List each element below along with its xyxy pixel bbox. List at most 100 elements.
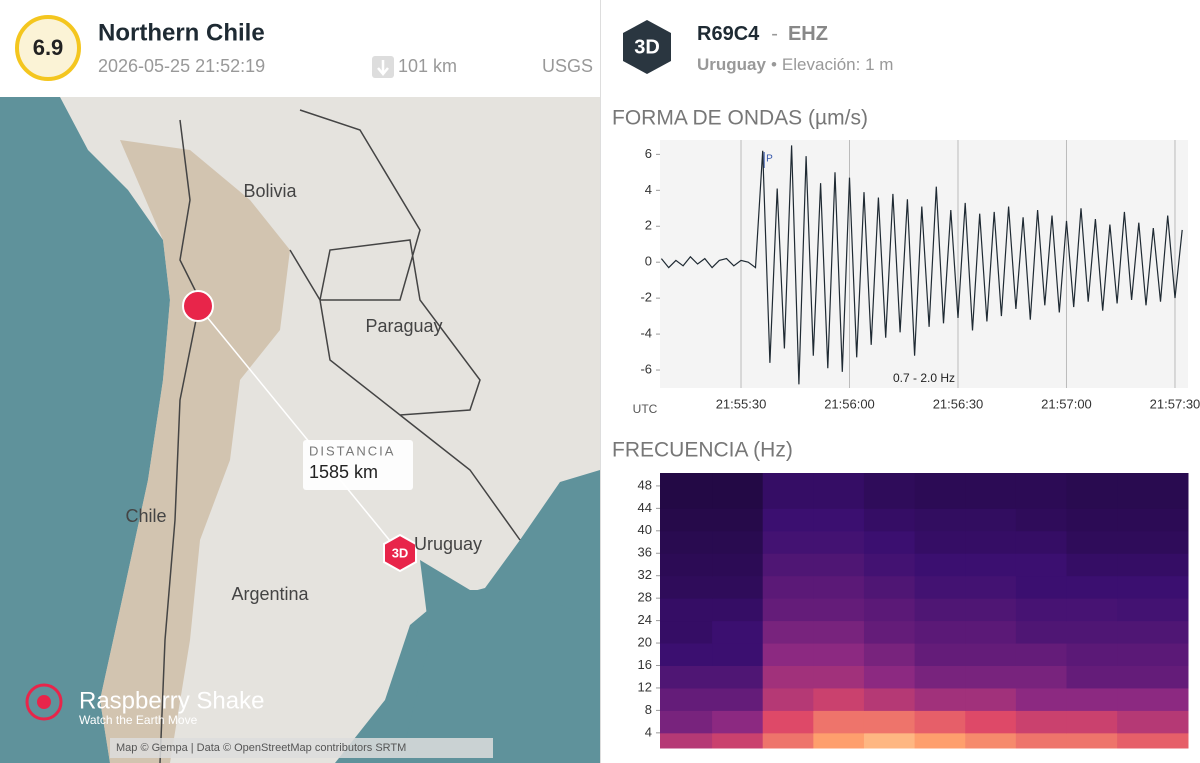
- rio-de-la-plata: [400, 560, 600, 763]
- spectrogram-cell: [965, 575, 1017, 599]
- spectrogram-cell: [1015, 687, 1067, 711]
- magnitude: 6.9: [33, 35, 64, 60]
- map-label: Paraguay: [365, 316, 442, 336]
- logo-icon: [25, 683, 63, 721]
- spectrogram-cell: [813, 620, 865, 644]
- spectrogram-cell: [1066, 643, 1118, 666]
- spectrogram-cell: [660, 665, 713, 689]
- distance-label: DISTANCIA: [309, 443, 395, 458]
- spectrogram-cell: [863, 620, 916, 644]
- spectrogram-cell: [914, 508, 966, 532]
- station-elevation: Elevación: 1 m: [782, 55, 894, 74]
- spectrogram-cell: [712, 643, 764, 666]
- attribution[interactable]: Map © Gempa | Data © OpenStreetMap contr…: [116, 742, 406, 754]
- spectrogram-cell: [660, 575, 713, 599]
- spectrogram-cell: [660, 732, 713, 749]
- spectrogram-cell: [965, 643, 1017, 666]
- spectrogram-cell: [914, 710, 966, 734]
- spectrogram-cell: [1066, 687, 1118, 711]
- spectrogram-cell: [1117, 710, 1189, 734]
- station-badge: [623, 20, 671, 74]
- x-tick-label: 21:57:00: [1041, 396, 1092, 411]
- spectrogram-cell: [1015, 665, 1067, 689]
- spectrogram-cell: [712, 473, 764, 509]
- spectrogram-cell: [965, 665, 1017, 689]
- station-badge-label: 3D: [634, 36, 660, 58]
- y-tick-label: -4: [640, 326, 652, 341]
- spectrogram-cell: [1015, 710, 1067, 734]
- spectrogram-cell: [914, 553, 966, 577]
- channel: EHZ: [788, 23, 828, 45]
- spectrogram-cell: [965, 508, 1017, 532]
- logo-text: Raspberry Shake: [79, 687, 264, 714]
- spectrogram-cell: [965, 553, 1017, 577]
- spectrogram-cell: [863, 553, 916, 577]
- spectrogram-cell: [863, 665, 916, 689]
- spectrogram-cell: [762, 473, 814, 509]
- spectrogram-cell: [1066, 530, 1118, 554]
- spectrogram-cell: [1117, 620, 1189, 644]
- spectrogram-cell: [914, 575, 966, 599]
- spectrogram-cell: [914, 530, 966, 554]
- spectrogram-cell: [1066, 665, 1118, 689]
- spectrogram-cell: [813, 732, 865, 749]
- spectrogram-cell: [660, 710, 713, 734]
- spectrogram-cell: [762, 575, 814, 599]
- spectrogram-cell: [813, 553, 865, 577]
- spectrogram-cell: [1117, 530, 1189, 554]
- spectrogram-cell: [813, 643, 865, 666]
- station-info: Uruguay • Elevación: 1 m: [697, 55, 893, 74]
- spectrogram-cell: [712, 687, 764, 711]
- filter-annotation: 0.7 - 2.0 Hz: [893, 371, 955, 385]
- spectrogram-cell: [914, 620, 966, 644]
- x-tick-label: 21:56:00: [824, 396, 875, 411]
- epicenter: [182, 290, 214, 322]
- spectrogram-cell: [712, 575, 764, 599]
- map-label: Bolivia: [243, 181, 297, 201]
- spectrogram-cell: [660, 620, 713, 644]
- event-depth: 101 km: [398, 56, 457, 76]
- spectrogram-cell: [1015, 598, 1067, 622]
- y-tick-label: 48: [638, 477, 652, 492]
- event-time: 2026-05-25 21:52:19: [98, 56, 265, 76]
- station-marker: [383, 533, 417, 573]
- spectrogram-cell: [813, 687, 865, 711]
- depth-arrow: [377, 60, 389, 76]
- logo-icon-core: [37, 695, 51, 709]
- x-tick-label: 21:55:30: [716, 396, 767, 411]
- spectrogram-cell: [1015, 508, 1067, 532]
- andes: [100, 140, 290, 763]
- y-tick-label: 8: [645, 702, 652, 717]
- spectrogram-cell: [863, 687, 916, 711]
- spectrogram-cell: [712, 665, 764, 689]
- spectrogram-cell: [1015, 732, 1067, 749]
- spectrogram-cell: [1117, 598, 1189, 622]
- spectrogram-cell: [863, 508, 916, 532]
- spectrogram-cell: [660, 687, 713, 711]
- spectrogram-cell: [1117, 643, 1189, 666]
- logo-tagline: Watch the Earth Move: [79, 713, 198, 727]
- y-tick-label: 44: [638, 500, 652, 515]
- spectrogram-cell: [914, 473, 966, 509]
- y-tick-label: 4: [645, 724, 652, 739]
- spectrogram-cell: [762, 710, 814, 734]
- y-tick-label: 32: [638, 567, 652, 582]
- y-tick-label: -6: [640, 361, 652, 376]
- spectrogram-cell: [813, 530, 865, 554]
- y-tick-label: 16: [638, 657, 652, 672]
- spectrogram-cell: [813, 473, 865, 509]
- y-tick-label: 12: [638, 679, 652, 694]
- phase-label: P: [766, 154, 773, 165]
- attribution-box: [110, 738, 493, 758]
- spectrogram-cell: [1117, 575, 1189, 599]
- spectrogram-cell: [1066, 553, 1118, 577]
- bullet: •: [771, 55, 777, 74]
- spectrogram-cell: [712, 530, 764, 554]
- spectrogram-cell: [762, 732, 814, 749]
- y-tick-label: 28: [638, 590, 652, 605]
- y-tick-label: 36: [638, 545, 652, 560]
- station-title: R69C4- EHZ: [697, 23, 828, 45]
- spectrogram-cell: [762, 620, 814, 644]
- spectrogram-cell: [762, 643, 814, 666]
